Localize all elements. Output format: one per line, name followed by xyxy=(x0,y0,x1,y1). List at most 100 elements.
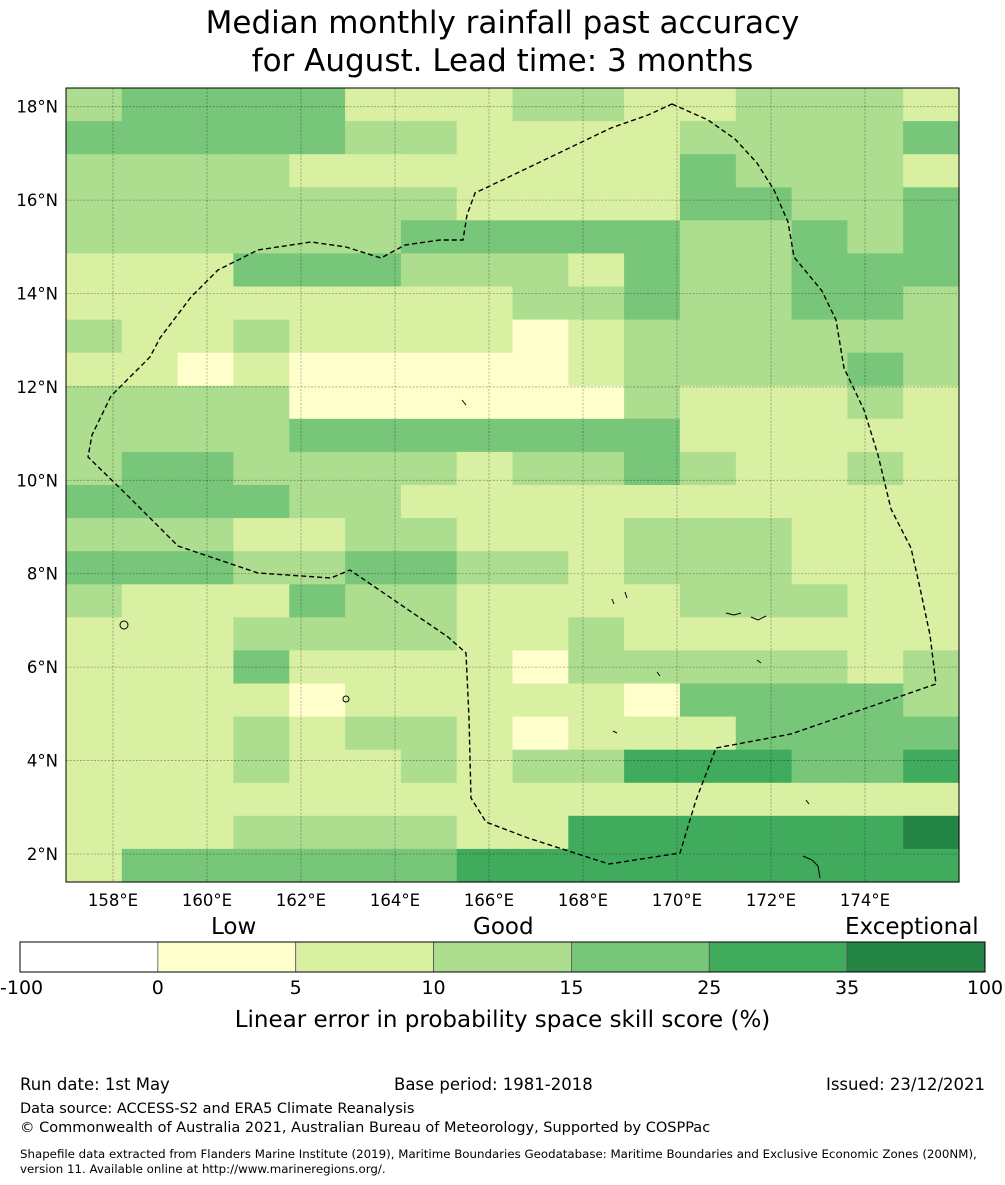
grid-cell xyxy=(903,220,960,254)
grid-cell xyxy=(233,286,290,321)
grid-cell xyxy=(233,451,290,486)
grid-cell xyxy=(456,220,514,254)
grid-cell xyxy=(791,518,848,552)
grid-cell xyxy=(624,782,681,817)
grid-cell xyxy=(847,749,904,784)
grid-cell xyxy=(624,187,681,221)
colorbar-tick-label: 5 xyxy=(289,977,302,999)
grid-cell xyxy=(735,551,793,585)
grid-cell xyxy=(791,716,848,751)
grid-cell xyxy=(735,253,793,288)
grid-cell xyxy=(289,220,346,254)
grid-cell xyxy=(847,617,904,651)
grid-cell xyxy=(289,815,346,850)
grid-cell xyxy=(624,253,681,288)
grid-cell xyxy=(512,385,569,420)
grid-cell xyxy=(456,418,514,453)
colorbar-segment xyxy=(708,941,848,973)
grid-cell xyxy=(847,584,904,618)
grid-cell xyxy=(177,418,234,453)
grid-cell xyxy=(66,716,123,751)
grid-cell xyxy=(903,286,960,321)
grid-cell xyxy=(289,253,346,288)
grid-cell xyxy=(121,352,179,387)
grid-cell xyxy=(345,88,402,122)
island xyxy=(119,620,129,630)
grid-cell xyxy=(121,716,179,751)
grid-cell xyxy=(456,749,514,784)
grid-cell xyxy=(679,584,737,618)
grid-cell xyxy=(903,485,960,519)
grid-cell xyxy=(512,88,569,122)
grid-cell xyxy=(400,815,458,850)
grid-cell xyxy=(624,451,681,486)
grid-cell xyxy=(791,782,848,817)
grid-cell xyxy=(121,683,179,718)
grid-cell xyxy=(903,352,960,387)
copyright: © Commonwealth of Australia 2021, Austra… xyxy=(20,1120,711,1136)
lon-tick-label: 158°E xyxy=(88,891,138,910)
grid-cell xyxy=(289,551,346,585)
grid-cell xyxy=(847,187,904,221)
colorbar-tick-label: 35 xyxy=(835,977,860,999)
grid-cell xyxy=(847,551,904,585)
grid-cell xyxy=(400,352,458,387)
grid-cell xyxy=(289,121,346,155)
grid-cell xyxy=(121,584,179,618)
grid-cell xyxy=(400,88,458,122)
grid-cell xyxy=(233,782,290,817)
grid-cell xyxy=(624,319,681,354)
grid-cell xyxy=(735,815,793,850)
grid-cell xyxy=(66,617,123,651)
grid-cell xyxy=(345,848,402,883)
grid-cell xyxy=(568,617,625,651)
grid-cell xyxy=(791,88,848,122)
grid-cell xyxy=(456,187,514,221)
grid-cell xyxy=(512,518,569,552)
lat-tick-label: 12°N xyxy=(16,378,58,397)
grid-cell xyxy=(289,286,346,321)
grid-cell xyxy=(345,617,402,651)
grid-cell xyxy=(121,220,179,254)
grid-cell xyxy=(121,286,179,321)
grid-cell xyxy=(568,187,625,221)
shapefile-credit-line-1: Shapefile data extracted from Flanders M… xyxy=(20,1147,977,1161)
grid-cell xyxy=(568,518,625,552)
grid-cell xyxy=(791,485,848,519)
grid-cell xyxy=(791,154,848,188)
grid-cell xyxy=(66,418,123,453)
grid-cell xyxy=(791,286,848,321)
colorbar-tick-label: -100 xyxy=(0,977,44,999)
grid-cell xyxy=(177,782,234,817)
grid-cell xyxy=(735,518,793,552)
grid-cell xyxy=(568,584,625,618)
grid-cell xyxy=(289,154,346,188)
grid-cell xyxy=(512,121,569,155)
grid-cell xyxy=(400,584,458,618)
grid-cell xyxy=(345,584,402,618)
island xyxy=(611,598,615,605)
grid-cell xyxy=(345,286,402,321)
grid-cell xyxy=(679,551,737,585)
colorbar-tick-label: 100 xyxy=(966,977,1004,999)
grid-cell xyxy=(903,650,960,685)
grid-cell xyxy=(568,749,625,784)
colorbar-tick-label: 15 xyxy=(559,977,584,999)
colorbar-segment xyxy=(571,941,710,973)
grid-cell xyxy=(400,451,458,486)
grid-cell xyxy=(345,418,402,453)
grid-cell xyxy=(679,749,737,784)
data-source: Data source: ACCESS-S2 and ERA5 Climate … xyxy=(20,1101,415,1117)
grid-cell xyxy=(177,683,234,718)
colorbar-segment xyxy=(846,941,986,973)
grid-cell xyxy=(568,319,625,354)
island xyxy=(756,659,762,664)
colorbar-segment xyxy=(295,941,434,973)
grid-cell xyxy=(624,418,681,453)
grid-cell xyxy=(345,319,402,354)
grid-cell xyxy=(233,220,290,254)
skill-grid-cells xyxy=(66,88,960,883)
grid-cell xyxy=(289,518,346,552)
grid-cell xyxy=(177,451,234,486)
colorbar xyxy=(19,941,986,973)
